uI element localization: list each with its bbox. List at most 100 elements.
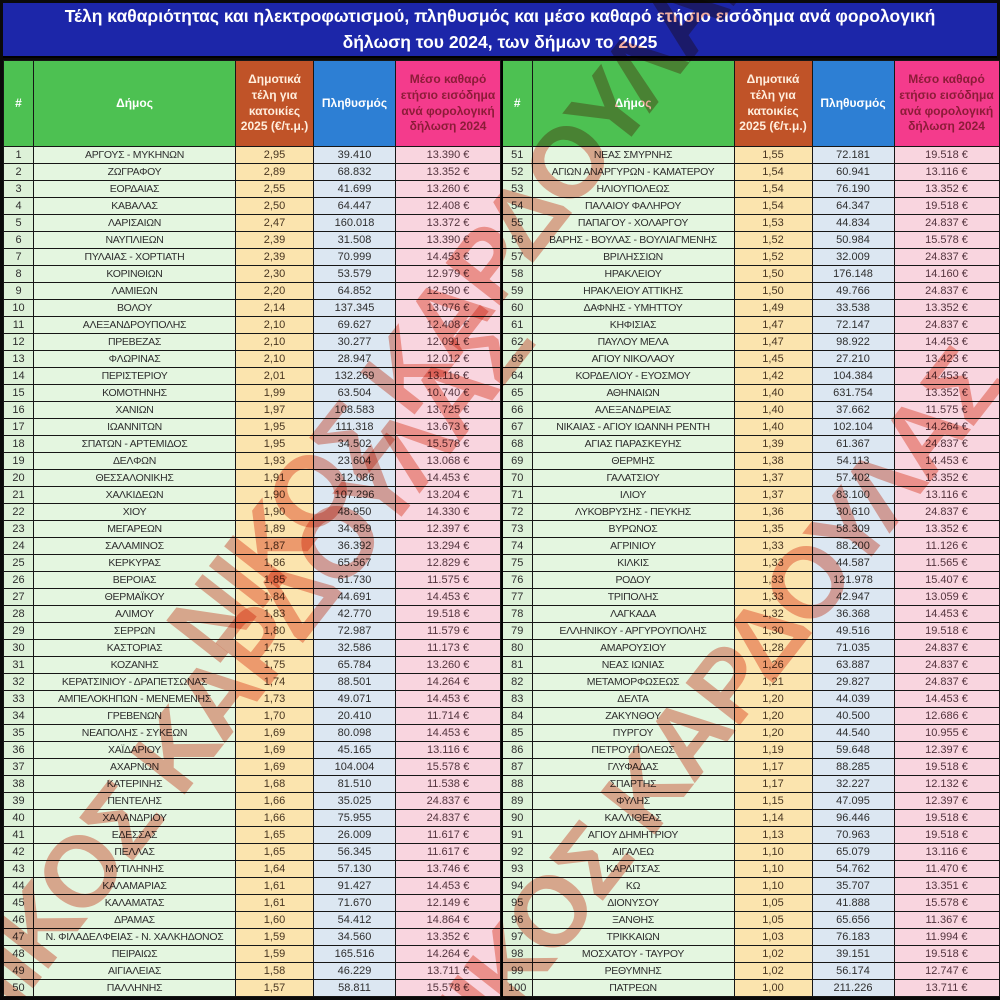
rank-cell: 84 [501, 707, 533, 725]
fee-cell: 1,69 [235, 724, 314, 742]
municipality-cell: ΑΜΠΕΛΟΚΗΠΩΝ - ΜΕΝΕΜΕΝΗΣ [33, 690, 236, 708]
municipality-cell: ΚΑΡΔΙΤΣΑΣ [531, 860, 735, 878]
column-header-income: Μέσο καθαρό ετήσιο εισόδημα ανά φορολογι… [893, 60, 1000, 147]
fee-cell: 1,20 [733, 707, 813, 725]
population-cell: 36.392 [313, 537, 396, 555]
rank-cell: 90 [501, 809, 533, 827]
table-row: 55 ΠΑΠΑΓΟΥ - ΧΟΛΑΡΓΟΥ 1,53 44.834 24.837 € [501, 214, 1000, 232]
municipality-cell: ΧΙΟΥ [33, 503, 236, 521]
municipality-cell: ΔΑΦΝΗΣ - ΥΜΗΤΤΟΥ [531, 299, 735, 317]
rank-cell: 11 [3, 316, 34, 334]
municipality-cell: ΑΛΙΜΟΥ [33, 605, 236, 623]
income-cell: 24.837 € [893, 503, 1000, 521]
municipality-cell: ΠΥΛΑΙΑΣ - ΧΟΡΤΙΑΤΗ [33, 248, 236, 266]
municipality-cell: ΚΑΒΑΛΑΣ [33, 197, 236, 215]
table-row: 100 ΠΑΤΡΕΩΝ 1,00 211.226 13.711 € [501, 979, 1000, 997]
population-cell: 44.691 [313, 588, 396, 606]
population-cell: 76.190 [811, 180, 895, 198]
fee-cell: 1,84 [235, 588, 314, 606]
rank-cell: 34 [3, 707, 34, 725]
income-cell: 12.829 € [395, 554, 501, 572]
table-row: 12 ΠΡΕΒΕΖΑΣ 2,10 30.277 12.091 € [3, 333, 501, 351]
population-cell: 72.181 [811, 146, 895, 164]
population-cell: 45.165 [313, 741, 396, 759]
municipality-cell: ΖΩΓΡΑΦΟΥ [33, 163, 236, 181]
fee-cell: 2,10 [235, 350, 314, 368]
population-cell: 72.147 [811, 316, 895, 334]
rank-cell: 6 [3, 231, 34, 249]
table-left-body: 1 ΑΡΓΟΥΣ - ΜΥΚΗΝΩΝ 2,95 39.410 13.390 €2 ΖΩΓΡ… [3, 146, 501, 997]
fee-cell: 1,80 [235, 622, 314, 640]
income-cell: 13.260 € [395, 180, 501, 198]
table-row: 69 ΘΕΡΜΗΣ 1,38 54.113 14.453 € [501, 452, 1000, 470]
fee-cell: 1,14 [733, 809, 813, 827]
income-cell: 13.372 € [395, 214, 501, 232]
income-cell: 19.518 € [893, 809, 1000, 827]
fee-cell: 1,33 [733, 571, 813, 589]
table-row: 17 ΙΩΑΝΝΙΤΩΝ 1,95 111.318 13.673 € [3, 418, 501, 436]
table-row: 77 ΤΡΙΠΟΛΗΣ 1,33 42.947 13.059 € [501, 588, 1000, 606]
income-cell: 12.149 € [395, 894, 501, 912]
municipality-cell: ΠΕΝΤΕΛΗΣ [33, 792, 236, 810]
rank-cell: 54 [501, 197, 533, 215]
income-cell: 14.453 € [395, 877, 501, 895]
municipality-cell: ΜΟΣΧΑΤΟΥ - ΤΑΥΡΟΥ [531, 945, 735, 963]
income-cell: 12.747 € [893, 962, 1000, 980]
rank-cell: 55 [501, 214, 533, 232]
municipality-cell: ΠΕΙΡΑΙΩΣ [33, 945, 236, 963]
table-row: 78 ΛΑΓΚΑΔΑ 1,32 36.368 14.453 € [501, 605, 1000, 623]
population-cell: 48.950 [313, 503, 396, 521]
population-cell: 132.269 [313, 367, 396, 385]
income-cell: 24.837 € [893, 656, 1000, 674]
municipality-cell: ΓΛΥΦΑΔΑΣ [531, 758, 735, 776]
income-cell: 14.453 € [395, 724, 501, 742]
municipality-cell: ΝΕΑΠΟΛΗΣ - ΣΥΚΕΩΝ [33, 724, 236, 742]
municipality-cell: ΙΩΑΝΝΙΤΩΝ [33, 418, 236, 436]
population-cell: 30.610 [811, 503, 895, 521]
fee-cell: 1,02 [733, 945, 813, 963]
rank-cell: 78 [501, 605, 533, 623]
municipality-cell: ΠΕΡΙΣΤΕΡΙΟΥ [33, 367, 236, 385]
population-cell: 75.955 [313, 809, 396, 827]
fee-cell: 1,50 [733, 282, 813, 300]
population-cell: 35.025 [313, 792, 396, 810]
table-row: 49 ΑΙΓΙΑΛΕΙΑΣ 1,58 46.229 13.711 € [3, 962, 501, 980]
table-row: 2 ΖΩΓΡΑΦΟΥ 2,89 68.832 13.352 € [3, 163, 501, 181]
fee-cell: 1,69 [235, 758, 314, 776]
table-row: 83 ΔΕΛΤΑ 1,20 44.039 14.453 € [501, 690, 1000, 708]
income-cell: 19.518 € [893, 826, 1000, 844]
population-cell: 98.922 [811, 333, 895, 351]
income-cell: 11.575 € [395, 571, 501, 589]
population-cell: 69.627 [313, 316, 396, 334]
table-row: 4 ΚΑΒΑΛΑΣ 2,50 64.447 12.408 € [3, 197, 501, 215]
population-cell: 56.345 [313, 843, 396, 861]
fee-cell: 1,10 [733, 877, 813, 895]
rank-cell: 79 [501, 622, 533, 640]
fee-cell: 2,14 [235, 299, 314, 317]
income-cell: 10.955 € [893, 724, 1000, 742]
rank-cell: 14 [3, 367, 34, 385]
fee-cell: 1,21 [733, 673, 813, 691]
rank-cell: 30 [3, 639, 34, 657]
population-cell: 65.784 [313, 656, 396, 674]
municipality-cell: ΓΑΛΑΤΣΙΟΥ [531, 469, 735, 487]
income-cell: 15.578 € [893, 894, 1000, 912]
income-cell: 19.518 € [893, 945, 1000, 963]
table-row: 97 ΤΡΙΚΚΑΙΩΝ 1,03 76.183 11.994 € [501, 928, 1000, 946]
table-row: 42 ΠΕΛΛΑΣ 1,65 56.345 11.617 € [3, 843, 501, 861]
population-cell: 54.762 [811, 860, 895, 878]
population-cell: 39.151 [811, 945, 895, 963]
population-cell: 91.427 [313, 877, 396, 895]
fee-cell: 1,47 [733, 316, 813, 334]
income-cell: 14.453 € [395, 588, 501, 606]
income-cell: 24.837 € [893, 282, 1000, 300]
municipality-cell: ΕΟΡΔΑΙΑΣ [33, 180, 236, 198]
table-row: 47 Ν. ΦΙΛΑΔΕΛΦΕΙΑΣ - Ν. ΧΑΛΚΗΔΟΝΟΣ 1,59 34.… [3, 928, 501, 946]
municipality-cell: ΚΟΜΟΤΗΝΗΣ [33, 384, 236, 402]
municipality-cell: ΒΑΡΗΣ - ΒΟΥΛΑΣ - ΒΟΥΛΙΑΓΜΕΝΗΣ [531, 231, 735, 249]
income-cell: 13.352 € [893, 520, 1000, 538]
fee-cell: 1,69 [235, 741, 314, 759]
population-cell: 58.309 [811, 520, 895, 538]
table-row: 29 ΣΕΡΡΩΝ 1,80 72.987 11.579 € [3, 622, 501, 640]
table-row: 82 ΜΕΤΑΜΟΡΦΩΣΕΩΣ 1,21 29.827 24.837 € [501, 673, 1000, 691]
